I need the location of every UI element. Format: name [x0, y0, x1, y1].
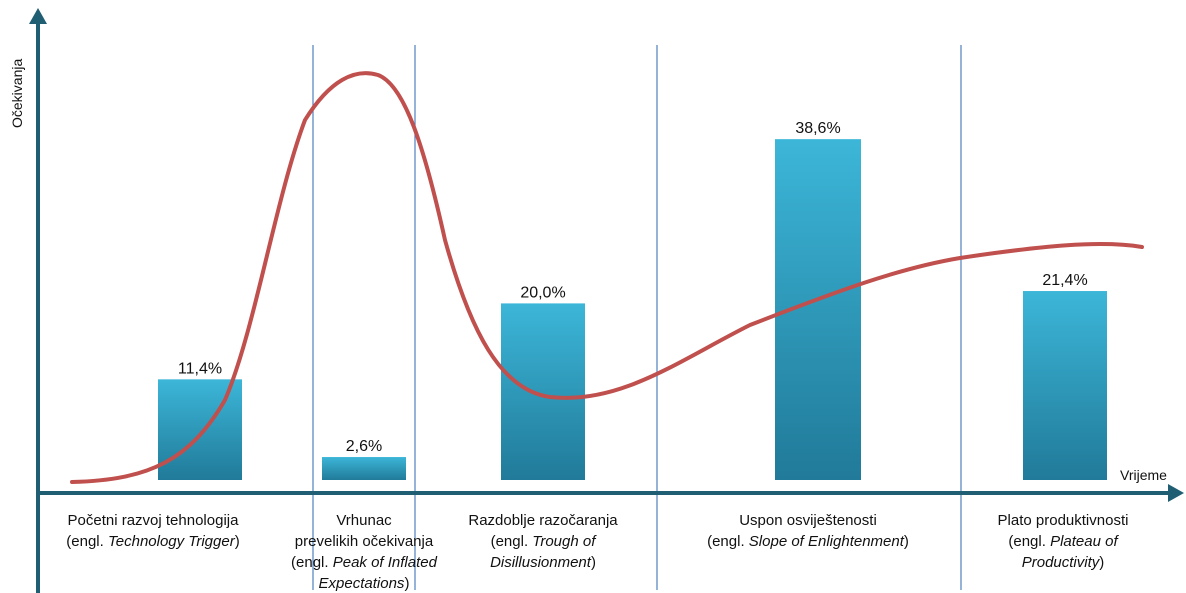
bars-group: 11,4% 2,6% 20,0% 38,6% 21,4% [158, 120, 1107, 481]
category-label-line: (engl. Trough of [491, 533, 598, 550]
category-label-line: (engl. Technology Trigger) [66, 533, 239, 550]
x-axis-title: Vrijeme [1120, 467, 1167, 483]
category-label-line: (engl. Plateau of [1008, 533, 1119, 550]
category-label: Razdoblje razočaranja (engl. Trough of Dis… [468, 512, 618, 571]
bar-value-label: 2,6% [346, 438, 382, 455]
category-labels: Početni razvoj tehnologija (engl. Technol… [66, 512, 1128, 592]
category-label: Uspon osviještenosti (engl. Slope of Enli… [707, 512, 909, 550]
category-label: Početni razvoj tehnologija (engl. Technol… [66, 512, 239, 550]
bar [322, 457, 406, 480]
y-axis-title: Očekivanja [9, 59, 25, 128]
hype-cycle-curve [70, 71, 1144, 484]
x-axis-arrow-icon [1168, 484, 1184, 502]
category-label-line: Razdoblje razočaranja [468, 512, 618, 529]
bar [501, 303, 585, 480]
bar-value-label: 21,4% [1042, 272, 1087, 289]
category-label-line: prevelikih očekivanja [295, 533, 434, 550]
category-label-line: (engl. Peak of Inflated [291, 554, 438, 571]
bar-value-label: 20,0% [520, 284, 565, 301]
bar-value-label: 38,6% [795, 120, 840, 137]
y-axis-arrow-icon [29, 8, 47, 24]
category-label-line: Vrhunac [336, 512, 392, 529]
category-label-line: Productivity) [1022, 554, 1105, 571]
category-label-line: Uspon osviještenosti [739, 512, 877, 529]
category-label-line: Početni razvoj tehnologija [68, 512, 240, 529]
phase-separators [312, 45, 962, 590]
category-label-line: (engl. Slope of Enlightenment) [707, 533, 909, 550]
bar-value-label: 11,4% [178, 360, 222, 377]
category-label: Vrhunac prevelikih očekivanja (engl. Peak … [291, 512, 438, 592]
category-label-line: Disillusionment) [490, 554, 596, 571]
bar [1023, 291, 1107, 480]
category-label-line: Expectations) [319, 575, 410, 592]
category-label: Plato produktivnosti (engl. Plateau of Pro… [998, 512, 1129, 571]
category-label-line: Plato produktivnosti [998, 512, 1129, 529]
